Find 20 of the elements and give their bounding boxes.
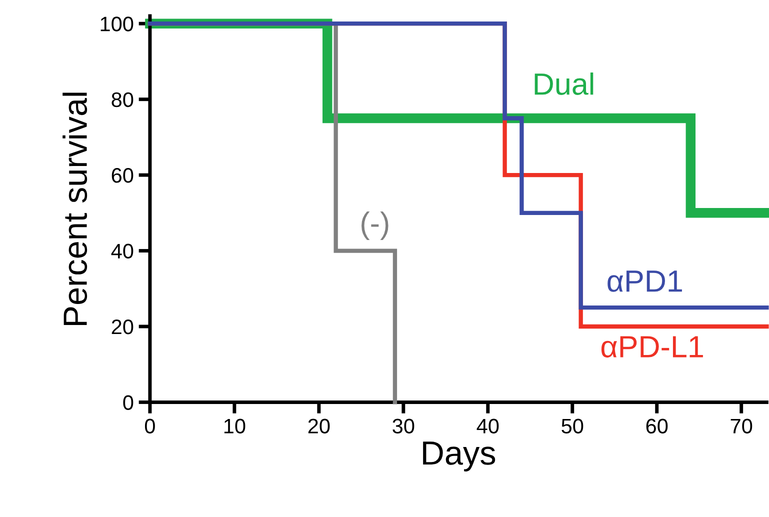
x-tick-label: 60 bbox=[646, 418, 668, 434]
x-tick-label: 0 bbox=[144, 418, 155, 434]
y-axis-title: Percent survival bbox=[62, 92, 88, 325]
x-tick-label: 10 bbox=[224, 418, 246, 434]
x-tick-label: 20 bbox=[308, 418, 330, 434]
y-tick-label: 20 bbox=[112, 320, 134, 334]
series-label: αPD1 bbox=[608, 270, 682, 292]
y-tick-label: 40 bbox=[111, 244, 134, 259]
x-axis-title: Days bbox=[423, 442, 496, 472]
series-label: Dual bbox=[534, 72, 594, 95]
x-tick-label: 50 bbox=[562, 418, 584, 434]
series-label: (-) bbox=[362, 212, 388, 240]
y-tick-label: 80 bbox=[112, 92, 134, 108]
x-tick-label: 70 bbox=[730, 418, 752, 434]
y-tick-label: 60 bbox=[112, 168, 134, 183]
y-tick-label: 100 bbox=[100, 16, 134, 32]
y-tick-label: 0 bbox=[123, 395, 134, 410]
x-tick-label: 40 bbox=[476, 418, 499, 434]
series-label: αPD-L1 bbox=[601, 336, 703, 358]
x-tick-label: 30 bbox=[392, 418, 414, 434]
